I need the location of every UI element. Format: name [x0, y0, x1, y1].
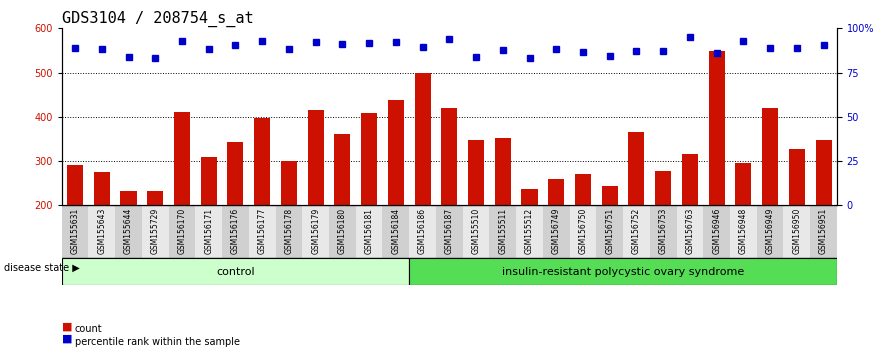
Text: GSM156948: GSM156948	[739, 208, 748, 254]
FancyBboxPatch shape	[302, 205, 329, 258]
Text: GSM156950: GSM156950	[792, 208, 802, 255]
Bar	[201, 156, 217, 294]
Text: GSM156753: GSM156753	[659, 208, 668, 255]
Text: GSM155729: GSM155729	[151, 208, 159, 254]
Text: GSM155511: GSM155511	[499, 208, 507, 254]
Bar	[67, 166, 83, 294]
Text: GSM156178: GSM156178	[285, 208, 293, 254]
Text: count: count	[75, 324, 102, 334]
Text: GSM156179: GSM156179	[311, 208, 320, 254]
Bar	[468, 140, 484, 294]
Bar	[361, 113, 377, 294]
FancyBboxPatch shape	[677, 205, 703, 258]
Text: GSM156186: GSM156186	[418, 208, 427, 254]
Text: GSM156951: GSM156951	[819, 208, 828, 254]
FancyBboxPatch shape	[596, 205, 623, 258]
Text: insulin-resistant polycystic ovary syndrome: insulin-resistant polycystic ovary syndr…	[502, 267, 744, 277]
FancyBboxPatch shape	[168, 205, 196, 258]
Text: GSM156170: GSM156170	[177, 208, 187, 254]
FancyBboxPatch shape	[276, 205, 302, 258]
Text: GSM156949: GSM156949	[766, 208, 774, 255]
Bar	[415, 73, 431, 294]
Bar	[174, 113, 190, 294]
Text: GSM156749: GSM156749	[552, 208, 560, 255]
FancyBboxPatch shape	[115, 205, 142, 258]
Bar	[548, 179, 564, 294]
FancyBboxPatch shape	[570, 205, 596, 258]
Text: percentile rank within the sample: percentile rank within the sample	[75, 337, 240, 347]
FancyBboxPatch shape	[543, 205, 570, 258]
Bar	[147, 191, 163, 294]
FancyBboxPatch shape	[783, 205, 811, 258]
Text: GSM156752: GSM156752	[632, 208, 641, 254]
Bar	[762, 108, 778, 294]
Bar	[708, 51, 725, 294]
Bar	[254, 118, 270, 294]
FancyBboxPatch shape	[248, 205, 276, 258]
Text: GSM156750: GSM156750	[579, 208, 588, 255]
FancyBboxPatch shape	[409, 205, 436, 258]
FancyBboxPatch shape	[142, 205, 168, 258]
Bar	[628, 132, 645, 294]
Bar	[575, 175, 591, 294]
FancyBboxPatch shape	[730, 205, 757, 258]
Text: GSM156946: GSM156946	[712, 208, 722, 255]
FancyBboxPatch shape	[703, 205, 730, 258]
Text: GSM155510: GSM155510	[471, 208, 480, 254]
FancyBboxPatch shape	[436, 205, 463, 258]
Bar	[602, 186, 618, 294]
Text: GSM155643: GSM155643	[97, 208, 107, 255]
Text: GSM155631: GSM155631	[70, 208, 79, 254]
Text: GSM155512: GSM155512	[525, 208, 534, 254]
Text: disease state ▶: disease state ▶	[4, 262, 80, 272]
Bar	[335, 133, 351, 294]
FancyBboxPatch shape	[356, 205, 382, 258]
FancyBboxPatch shape	[62, 258, 409, 285]
Bar	[307, 110, 323, 294]
FancyBboxPatch shape	[463, 205, 490, 258]
Bar	[281, 161, 297, 294]
FancyBboxPatch shape	[88, 205, 115, 258]
FancyBboxPatch shape	[490, 205, 516, 258]
Bar	[495, 138, 511, 294]
Text: GSM156751: GSM156751	[605, 208, 614, 254]
Bar	[388, 100, 403, 294]
FancyBboxPatch shape	[62, 205, 88, 258]
FancyBboxPatch shape	[222, 205, 248, 258]
FancyBboxPatch shape	[811, 205, 837, 258]
Text: ■: ■	[62, 333, 72, 344]
Text: GSM156176: GSM156176	[231, 208, 240, 254]
Text: GSM155644: GSM155644	[124, 208, 133, 255]
Text: GDS3104 / 208754_s_at: GDS3104 / 208754_s_at	[62, 11, 254, 27]
Text: ■: ■	[62, 321, 72, 331]
FancyBboxPatch shape	[757, 205, 783, 258]
Text: GSM156180: GSM156180	[338, 208, 347, 254]
Bar	[121, 191, 137, 294]
Text: GSM156177: GSM156177	[257, 208, 267, 254]
Text: GSM156763: GSM156763	[685, 208, 694, 255]
Bar	[816, 140, 832, 294]
Bar	[682, 154, 698, 294]
FancyBboxPatch shape	[329, 205, 356, 258]
Bar	[736, 163, 751, 294]
FancyBboxPatch shape	[516, 205, 543, 258]
FancyBboxPatch shape	[382, 205, 409, 258]
Text: GSM156171: GSM156171	[204, 208, 213, 254]
FancyBboxPatch shape	[623, 205, 650, 258]
Text: GSM156184: GSM156184	[391, 208, 400, 254]
FancyBboxPatch shape	[409, 258, 837, 285]
Bar	[227, 143, 243, 294]
Bar	[788, 149, 805, 294]
Bar	[441, 108, 457, 294]
Text: control: control	[216, 267, 255, 277]
Bar	[93, 172, 110, 294]
Bar	[522, 188, 537, 294]
Bar	[655, 171, 671, 294]
FancyBboxPatch shape	[650, 205, 677, 258]
Text: GSM156187: GSM156187	[445, 208, 454, 254]
FancyBboxPatch shape	[196, 205, 222, 258]
Text: GSM156181: GSM156181	[365, 208, 374, 254]
